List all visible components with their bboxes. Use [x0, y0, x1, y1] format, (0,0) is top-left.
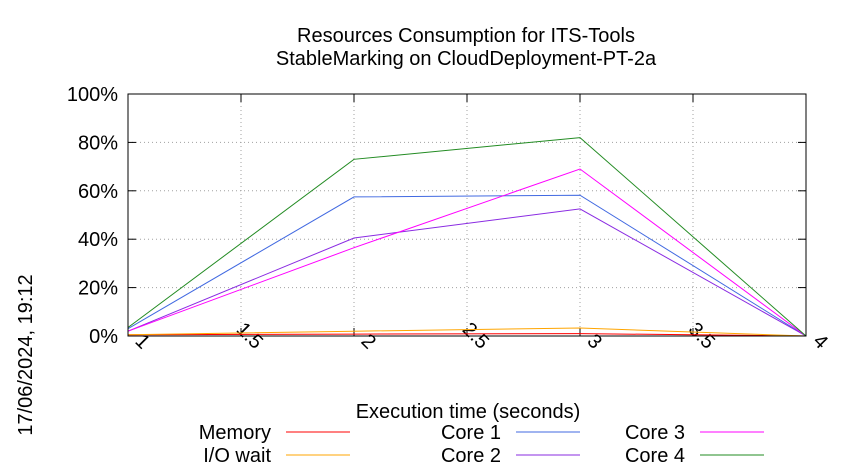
series-line-i-o-wait	[127, 327, 807, 337]
series-line-core-4	[127, 137, 807, 337]
x-axis-ticks: 1 1.5 2 2.5 3 3.5 4	[127, 94, 832, 354]
chart-title: Resources Consumption for ITS-Tools	[297, 25, 635, 47]
y-tick-label: 20%	[78, 278, 118, 300]
series-line-core-3	[127, 168, 807, 337]
y-tick-label: 80%	[78, 132, 118, 154]
grid-lines	[128, 94, 806, 336]
series-line-memory	[127, 333, 807, 337]
x-tick-label: 1	[131, 330, 154, 353]
x-axis-label: Execution time (seconds)	[356, 401, 581, 423]
legend-label-core-3: Core 3	[625, 422, 685, 444]
series-line-core-2	[127, 208, 807, 337]
y-axis-ticks: 0% 20% 40% 60% 80% 100%	[67, 84, 806, 348]
chart-subtitle: StableMarking on CloudDeployment-PT-2a	[276, 48, 657, 70]
legend-label-core-1: Core 1	[441, 422, 501, 444]
legend-label-core-2: Core 2	[441, 445, 501, 467]
y-tick-label: 0%	[89, 326, 118, 348]
legend-label-memory: Memory	[199, 422, 271, 444]
plot-border	[127, 93, 807, 337]
series-lines	[127, 137, 807, 337]
y-tick-label: 40%	[78, 229, 118, 251]
timestamp-label: 17/06/2024, 19:12	[15, 274, 37, 435]
series-line-core-1	[127, 194, 807, 337]
y-tick-label: 60%	[78, 181, 118, 203]
x-tick-label: 4	[809, 330, 832, 353]
legend-label-i-o-wait: I/O wait	[203, 445, 271, 467]
legend-label-core-4: Core 4	[625, 445, 685, 467]
y-tick-label: 100%	[67, 84, 118, 106]
